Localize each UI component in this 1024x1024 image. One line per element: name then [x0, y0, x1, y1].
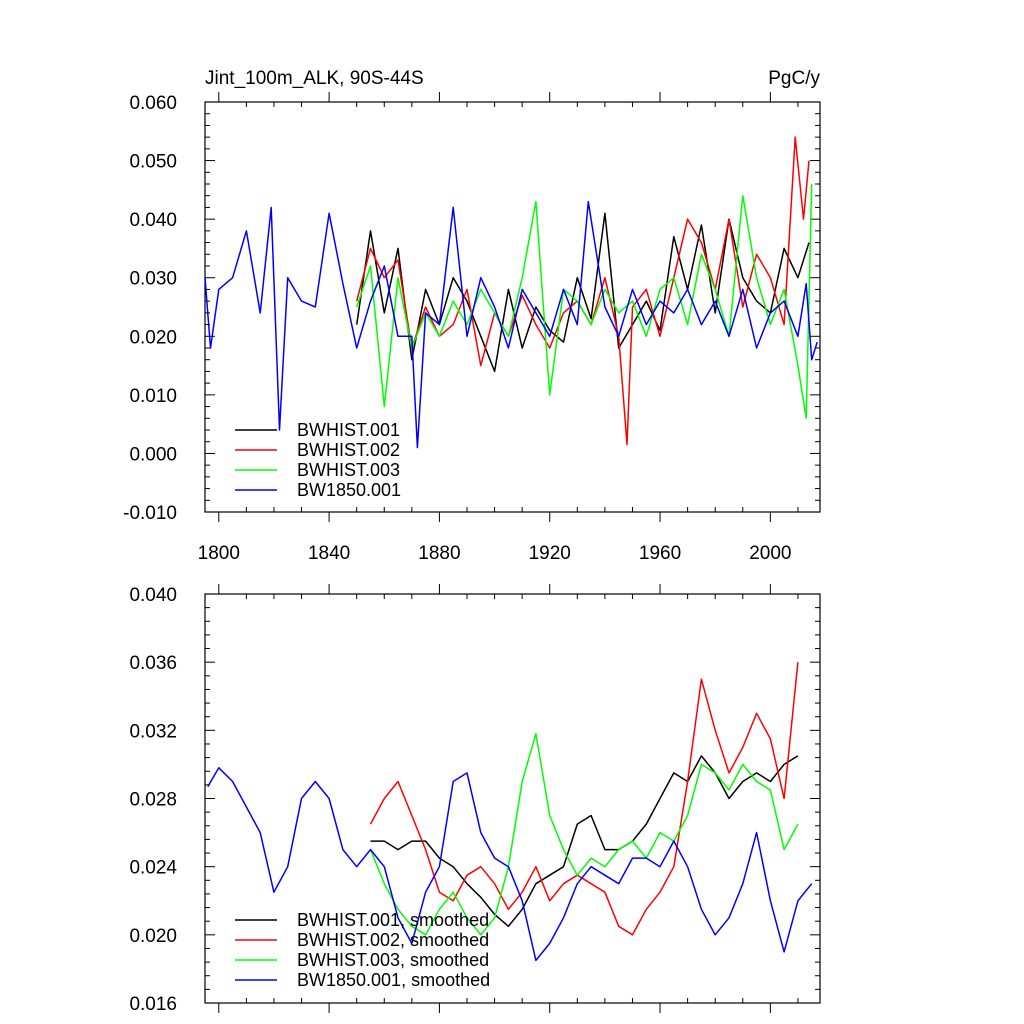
legend-label: BWHIST.003	[297, 460, 400, 480]
y-tick-label: 0.010	[129, 386, 177, 407]
x-tick-label: 1880	[418, 543, 460, 564]
legend-label: BWHIST.002	[297, 440, 400, 460]
legend-label: BWHIST.003, smoothed	[297, 950, 489, 970]
y-tick-label: 0.024	[129, 858, 177, 879]
y-tick-label: 0.050	[129, 152, 177, 173]
y-tick-label: 0.040	[129, 585, 177, 606]
legend-label: BWHIST.001	[297, 420, 400, 440]
x-tick-label: 2000	[749, 543, 791, 564]
x-tick-label: 1960	[639, 543, 681, 564]
series-line-bwhist-002-smoothed	[369, 662, 799, 936]
y-tick-label: 0.020	[129, 327, 177, 348]
top-panel: Jint_100m_ALK, 90S-44S PgC/y -0.010 0.000…	[123, 68, 821, 564]
series-line-bwhist-003-smoothed	[369, 732, 799, 936]
y-tick-label: 0.032	[129, 721, 177, 742]
y-tick-label: -0.010	[123, 503, 177, 524]
x-tick-label: 1840	[308, 543, 350, 564]
y-tick-label: 0.020	[129, 926, 177, 947]
y-tick-label: 0.060	[129, 93, 177, 114]
x-tick-label: 1800	[198, 543, 240, 564]
chart-title: Jint_100m_ALK, 90S-44S	[205, 68, 424, 89]
y-tick-label: 0.016	[129, 994, 177, 1015]
plot-frame	[204, 101, 821, 513]
y-tick-label: 0.028	[129, 790, 177, 811]
series-line-bwhist-001-smoothed	[370, 755, 799, 928]
series-line-bwhist-001	[355, 212, 810, 373]
legend-label: BW1850.001	[297, 480, 401, 500]
legend-label: BWHIST.002, smoothed	[297, 930, 489, 950]
x-tick-label: 1920	[529, 543, 571, 564]
y-tick-label: 0.040	[129, 210, 177, 231]
series-line-bwhist-003	[355, 183, 813, 420]
series-line-bwhist-002	[355, 136, 810, 446]
y-tick-label: 0.036	[129, 653, 177, 674]
legend-label: BW1850.001, smoothed	[297, 970, 490, 990]
series-line-bw1850-001	[204, 200, 818, 449]
series-line-bw1850-001-smoothed	[207, 767, 813, 962]
units-label: PgC/y	[768, 68, 820, 89]
legend-label: BWHIST.001, smoothed	[297, 910, 489, 930]
y-tick-label: 0.000	[129, 444, 177, 465]
bottom-panel: 0.016 0.020 0.024 0.028 0.032 0.036 0.040 BWHIS…	[129, 584, 821, 1015]
y-tick-label: 0.030	[129, 269, 177, 290]
